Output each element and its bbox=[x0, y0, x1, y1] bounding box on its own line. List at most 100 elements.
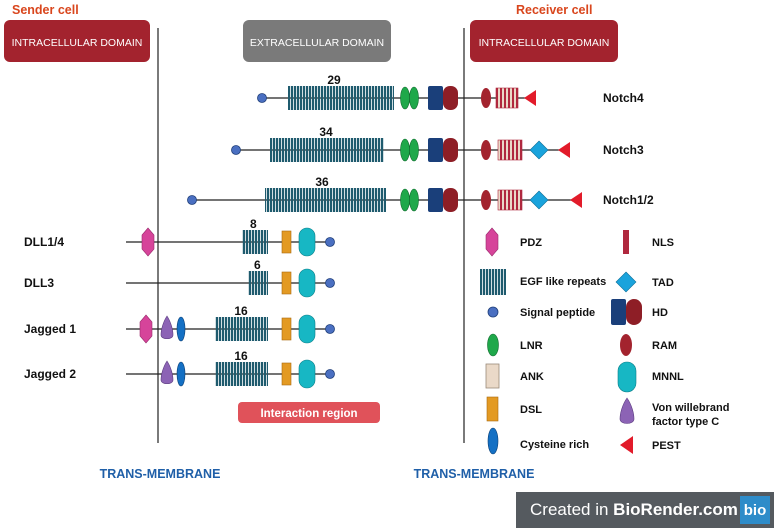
legend-dsl-label: DSL bbox=[520, 404, 542, 416]
pdz-icon bbox=[139, 314, 153, 344]
legend-ank-icon bbox=[485, 363, 500, 389]
legend-ram-icon bbox=[620, 334, 632, 356]
legend-ram-label: RAM bbox=[652, 340, 677, 352]
biorender-logo-icon: bio bbox=[740, 496, 770, 524]
biorender-prefix: Created in bbox=[530, 500, 614, 519]
legend-vwc-label-1: Von willebrand bbox=[652, 402, 729, 414]
dll3-egf-count: 6 bbox=[254, 258, 261, 272]
egf-repeats-icon bbox=[215, 317, 268, 341]
ligand-dll1-4: 8 DLL1/4 bbox=[24, 217, 335, 257]
receiver-cell-label: Receiver cell bbox=[516, 3, 592, 17]
sender-cell-label: Sender cell bbox=[12, 3, 79, 17]
lnr-icon bbox=[409, 86, 419, 110]
receptor-notch3: 34 Notch3 bbox=[231, 125, 644, 162]
legend-nls-label: NLS bbox=[652, 237, 674, 249]
dsl-icon bbox=[281, 362, 292, 386]
vwc-icon bbox=[160, 315, 174, 340]
signal-peptide-icon bbox=[231, 145, 241, 155]
legend-egf-icon bbox=[480, 269, 506, 295]
dsl-icon bbox=[281, 271, 292, 295]
tad-icon bbox=[529, 190, 549, 210]
legend-lnr-icon bbox=[487, 333, 499, 357]
legend-signal-peptide-label: Signal peptide bbox=[520, 307, 595, 319]
signal-peptide-icon bbox=[325, 237, 335, 247]
legend-dsl-icon bbox=[486, 396, 499, 422]
pdz-icon bbox=[141, 227, 155, 257]
cysteine-rich-icon bbox=[176, 361, 186, 387]
legend: PDZ EGF like repeats Signal peptide LNR … bbox=[480, 227, 729, 455]
dll1-4-egf-count: 8 bbox=[250, 217, 257, 231]
receptor-notch4: 29 Notch4 bbox=[257, 73, 644, 110]
pest-icon bbox=[570, 192, 582, 208]
interaction-region-box: Interaction region bbox=[238, 402, 380, 423]
legend-cysteine-rich-icon bbox=[487, 427, 499, 455]
notch4-label: Notch4 bbox=[603, 91, 644, 105]
notch1-2-label: Notch1/2 bbox=[603, 193, 654, 207]
lnr-icon bbox=[400, 188, 410, 212]
legend-pdz-icon bbox=[485, 227, 499, 257]
legend-mnnl-label: MNNL bbox=[652, 371, 684, 383]
lnr-icon bbox=[400, 138, 410, 162]
egf-repeats-icon bbox=[242, 230, 268, 254]
hd-icon bbox=[428, 188, 443, 212]
pest-icon bbox=[558, 142, 570, 158]
jagged1-label: Jagged 1 bbox=[24, 322, 76, 336]
signal-peptide-icon bbox=[325, 324, 335, 334]
biorender-brand: BioRender.com bbox=[613, 500, 738, 519]
signal-peptide-icon bbox=[325, 278, 335, 288]
legend-hd-icon bbox=[626, 299, 642, 325]
ligand-jagged1: 16 Jagged 1 bbox=[24, 304, 335, 344]
signal-peptide-icon bbox=[325, 369, 335, 379]
legend-pdz-label: PDZ bbox=[520, 237, 542, 249]
tad-icon bbox=[529, 140, 549, 160]
dll1-4-label: DLL1/4 bbox=[24, 235, 64, 249]
egf-repeats-icon bbox=[215, 362, 268, 386]
sender-intracellular-box: INTRACELLULAR DOMAIN bbox=[4, 20, 150, 62]
dsl-icon bbox=[281, 230, 292, 254]
lnr-icon bbox=[400, 86, 410, 110]
jagged2-label: Jagged 2 bbox=[24, 367, 76, 381]
cysteine-rich-icon bbox=[176, 316, 186, 342]
hd-icon bbox=[428, 138, 443, 162]
trans-membrane-right-label: TRANS-MEMBRANE bbox=[414, 467, 535, 481]
legend-cysteine-rich-label: Cysteine rich bbox=[520, 439, 589, 451]
hd-icon bbox=[443, 138, 458, 162]
extracellular-box: EXTRACELLULAR DOMAIN bbox=[243, 20, 391, 62]
mnnl-icon bbox=[298, 227, 316, 257]
dsl-icon bbox=[281, 317, 292, 341]
dll3-label: DLL3 bbox=[24, 276, 54, 290]
biorender-watermark: Created in BioRender.com bio bbox=[516, 492, 774, 528]
legend-mnnl-icon bbox=[617, 361, 637, 393]
receptor-notch1-2: 36 Notch1/2 bbox=[187, 175, 654, 212]
legend-pest-icon bbox=[620, 436, 633, 454]
notch3-label: Notch3 bbox=[603, 143, 644, 157]
trans-membrane-left-label: TRANS-MEMBRANE bbox=[100, 467, 221, 481]
ank-nls-icon bbox=[495, 87, 519, 109]
egf-repeats-icon bbox=[248, 271, 268, 295]
notch3-egf-count: 34 bbox=[319, 125, 333, 139]
mnnl-icon bbox=[298, 314, 316, 344]
biorender-text: Created in BioRender.com bbox=[516, 500, 738, 520]
pest-icon bbox=[524, 90, 536, 106]
ram-icon bbox=[481, 88, 491, 108]
lnr-icon bbox=[409, 188, 419, 212]
signal-peptide-icon bbox=[187, 195, 197, 205]
signal-peptide-icon bbox=[257, 93, 267, 103]
ligand-dll3: 6 DLL3 bbox=[24, 258, 335, 298]
legend-lnr-label: LNR bbox=[520, 340, 543, 352]
hd-icon bbox=[428, 86, 443, 110]
legend-vwc-icon bbox=[619, 397, 635, 424]
hd-icon bbox=[443, 86, 458, 110]
vwc-icon bbox=[160, 360, 174, 385]
hd-icon bbox=[443, 188, 458, 212]
legend-hd-label: HD bbox=[652, 307, 668, 319]
notch1-2-egf-count: 36 bbox=[315, 175, 329, 189]
mnnl-icon bbox=[298, 359, 316, 389]
legend-signal-peptide-icon bbox=[487, 306, 499, 318]
extracellular-label: EXTRACELLULAR DOMAIN bbox=[250, 37, 384, 49]
lnr-icon bbox=[409, 138, 419, 162]
sender-intracellular-label: INTRACELLULAR DOMAIN bbox=[12, 37, 143, 49]
legend-nls-icon bbox=[623, 230, 629, 254]
legend-vwc-label-2: factor type C bbox=[652, 416, 719, 428]
